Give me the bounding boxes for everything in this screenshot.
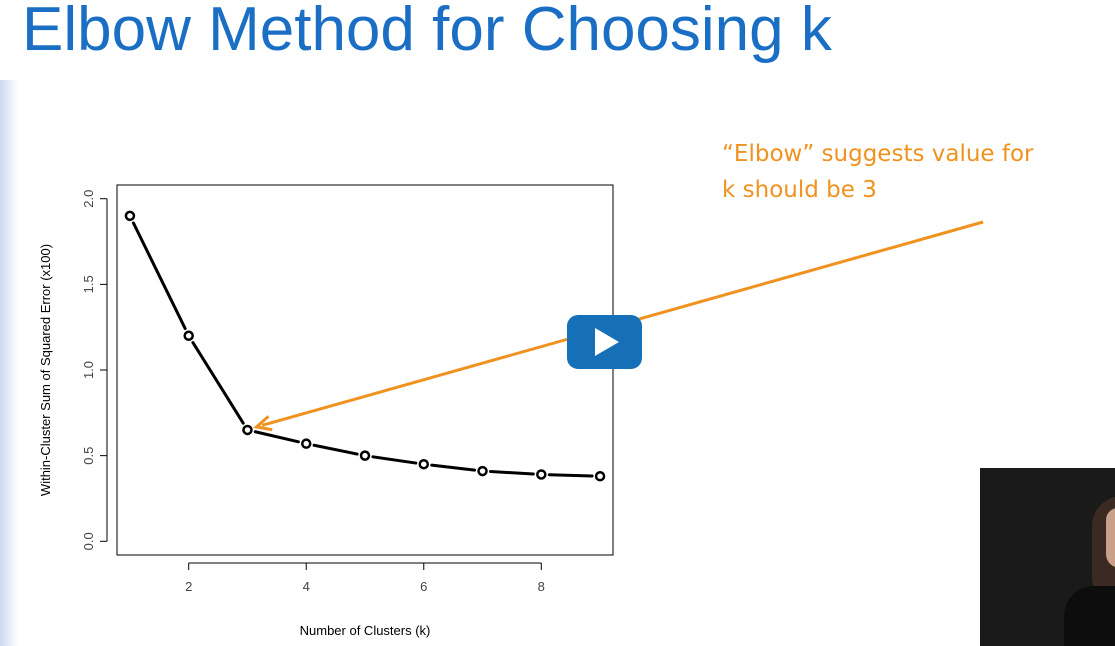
x-tick-label: 8 [538, 579, 545, 594]
x-tick-label: 6 [420, 579, 427, 594]
series-segment [547, 473, 594, 478]
slide-left-band [0, 80, 18, 646]
presenter-video-thumbnail[interactable] [980, 468, 1115, 646]
slide-title: Elbow Method for Choosing k [22, 0, 832, 64]
plot-frame [116, 184, 614, 556]
data-point [418, 458, 430, 470]
play-icon [595, 328, 619, 356]
series-segment [489, 470, 535, 476]
elbow-annotation: “Elbow” suggests value for k should be 3 [722, 136, 1034, 208]
arrow-head [253, 415, 273, 432]
data-point [594, 470, 606, 482]
series-segment [371, 455, 418, 465]
series-segment [191, 341, 245, 425]
y-tick-label: 1.5 [81, 275, 96, 293]
series-segment [253, 430, 300, 444]
x-tick-label: 4 [303, 579, 310, 594]
data-point [477, 465, 488, 477]
data-point [536, 469, 547, 480]
presenter-body [1064, 586, 1115, 646]
data-point [300, 438, 312, 449]
x-axis: 2 4 6 8 [185, 562, 545, 594]
y-axis: 0.0 0.5 1.0 1.5 2.0 [81, 190, 108, 550]
y-axis-label: Within-Cluster Sum of Squared Error (x10… [38, 244, 53, 496]
video-play-button[interactable] [567, 315, 642, 369]
data-point [124, 210, 136, 222]
x-tick-label: 2 [185, 579, 192, 594]
y-tick-label: 1.0 [81, 361, 96, 379]
annotation-line-2: k should be 3 [722, 177, 877, 203]
series-sse [124, 210, 606, 482]
series-segment [430, 463, 477, 472]
annotation-line-1: “Elbow” suggests value for [722, 141, 1034, 167]
data-point [242, 424, 253, 436]
x-axis-label: Number of Clusters (k) [300, 623, 431, 638]
series-segment [131, 221, 187, 331]
data-point [359, 450, 371, 461]
presenter-face [1106, 508, 1115, 568]
y-tick-label: 0.5 [81, 447, 96, 465]
data-point [183, 330, 194, 341]
series-segment [312, 443, 359, 456]
y-tick-label: 2.0 [81, 190, 96, 208]
y-tick-label: 0.0 [81, 532, 96, 550]
